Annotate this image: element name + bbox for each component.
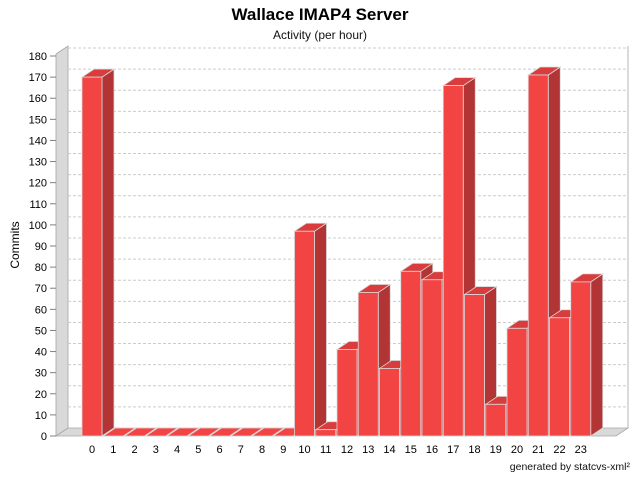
bar-front-face	[485, 403, 507, 437]
bar-front-face	[464, 294, 485, 437]
y-tick-label: 120	[29, 178, 47, 190]
x-tick-label: 2	[131, 444, 137, 456]
bar-front-face	[294, 230, 315, 437]
bar-front-face	[315, 429, 337, 437]
x-tick-label: 12	[341, 444, 353, 456]
bar-front-face	[421, 279, 443, 437]
bar-front-face	[506, 327, 528, 437]
x-tick-label: 19	[490, 444, 502, 456]
bar-hour-18	[463, 285, 498, 437]
y-axis-ticks: 0 10 20 30 40 50 60 70 80 90 100 110 120 130 140 150 160…	[29, 51, 56, 443]
bar-front-face	[379, 368, 400, 437]
bar-side-face	[314, 222, 327, 437]
y-tick-label: 140	[29, 135, 47, 147]
x-axis-ticks: 0 1 2 3 4 5 6 7 8 9 10 11 12 13 14 15 16 17 18 19 20 21 22 23	[89, 444, 587, 456]
y-tick-label: 180	[29, 51, 47, 63]
y-tick-label: 110	[29, 199, 47, 211]
x-tick-label: 9	[280, 444, 286, 456]
y-tick-label: 40	[35, 347, 47, 359]
bar-front-face	[336, 349, 358, 437]
bar-zero-face	[229, 427, 265, 437]
y-tick-label: 0	[41, 431, 47, 443]
x-tick-label: 13	[362, 444, 374, 456]
x-tick-label: 0	[89, 444, 95, 456]
y-tick-label: 60	[35, 304, 47, 316]
x-tick-label: 4	[174, 444, 180, 456]
bar-zero-face	[250, 427, 286, 437]
x-tick-label: 17	[447, 444, 459, 456]
bar-front-face	[527, 74, 549, 437]
x-tick-label: 10	[298, 444, 310, 456]
x-tick-label: 21	[532, 444, 544, 456]
x-tick-label: 8	[259, 444, 265, 456]
x-tick-label: 18	[468, 444, 480, 456]
y-tick-label: 20	[35, 389, 47, 401]
x-tick-label: 20	[511, 444, 523, 456]
bar-front-face	[442, 85, 464, 437]
bar-front-face	[357, 292, 379, 437]
bar-hour-10	[293, 222, 328, 437]
y-tick-label: 70	[35, 283, 47, 295]
bar-hour-6	[208, 427, 243, 437]
bar-zero-face	[165, 427, 201, 437]
x-tick-label: 3	[153, 444, 159, 456]
x-tick-label: 14	[383, 444, 395, 456]
bar-front-face	[570, 281, 592, 437]
y-tick-label: 170	[29, 72, 47, 84]
x-tick-label: 1	[110, 444, 116, 456]
y-tick-label: 10	[35, 410, 47, 422]
credit-text: generated by statcvs-xml²	[509, 461, 630, 473]
y-tick-label: 30	[35, 368, 47, 380]
x-tick-label: 23	[575, 444, 587, 456]
x-tick-label: 11	[320, 444, 331, 456]
bar-hour-8	[250, 427, 286, 437]
bar-hour-23	[569, 273, 605, 437]
bars	[80, 66, 605, 437]
bar-side-face	[590, 273, 604, 437]
bar-front-face	[549, 317, 570, 437]
bar-zero-face	[208, 427, 243, 437]
y-tick-label: 90	[35, 241, 47, 253]
y-tick-label: 160	[29, 93, 47, 105]
x-tick-label: 6	[216, 444, 222, 456]
y-tick-label: 130	[29, 157, 47, 169]
bar-zero-face	[144, 427, 180, 437]
bar-hour-4	[165, 427, 201, 437]
x-tick-label: 7	[238, 444, 244, 456]
chart-title: Wallace IMAP4 Server	[231, 5, 409, 24]
chart-subtitle: Activity (per hour)	[272, 28, 368, 42]
bar-hour-5	[186, 427, 222, 437]
bar-hour-1	[101, 427, 137, 437]
bar-zero-face	[186, 427, 222, 437]
y-tick-label: 80	[35, 262, 47, 274]
bar-hour-3	[144, 427, 180, 437]
x-tick-label: 15	[405, 444, 417, 456]
y-tick-label: 150	[29, 114, 47, 126]
bar-front-face	[400, 270, 422, 437]
bar-front-face	[81, 76, 103, 437]
x-tick-label: 16	[426, 444, 438, 456]
left-wall	[55, 45, 69, 437]
bar-hour-7	[229, 427, 265, 437]
bar-hour-2	[123, 427, 158, 437]
x-tick-label: 22	[553, 444, 565, 456]
y-tick-label: 100	[29, 220, 47, 232]
x-tick-label: 5	[195, 444, 201, 456]
bar-zero-face	[101, 427, 137, 437]
bar-hour-0	[80, 68, 116, 437]
bar-side-face	[101, 68, 115, 437]
y-tick-label: 50	[35, 325, 47, 337]
bar-zero-face	[123, 427, 158, 437]
